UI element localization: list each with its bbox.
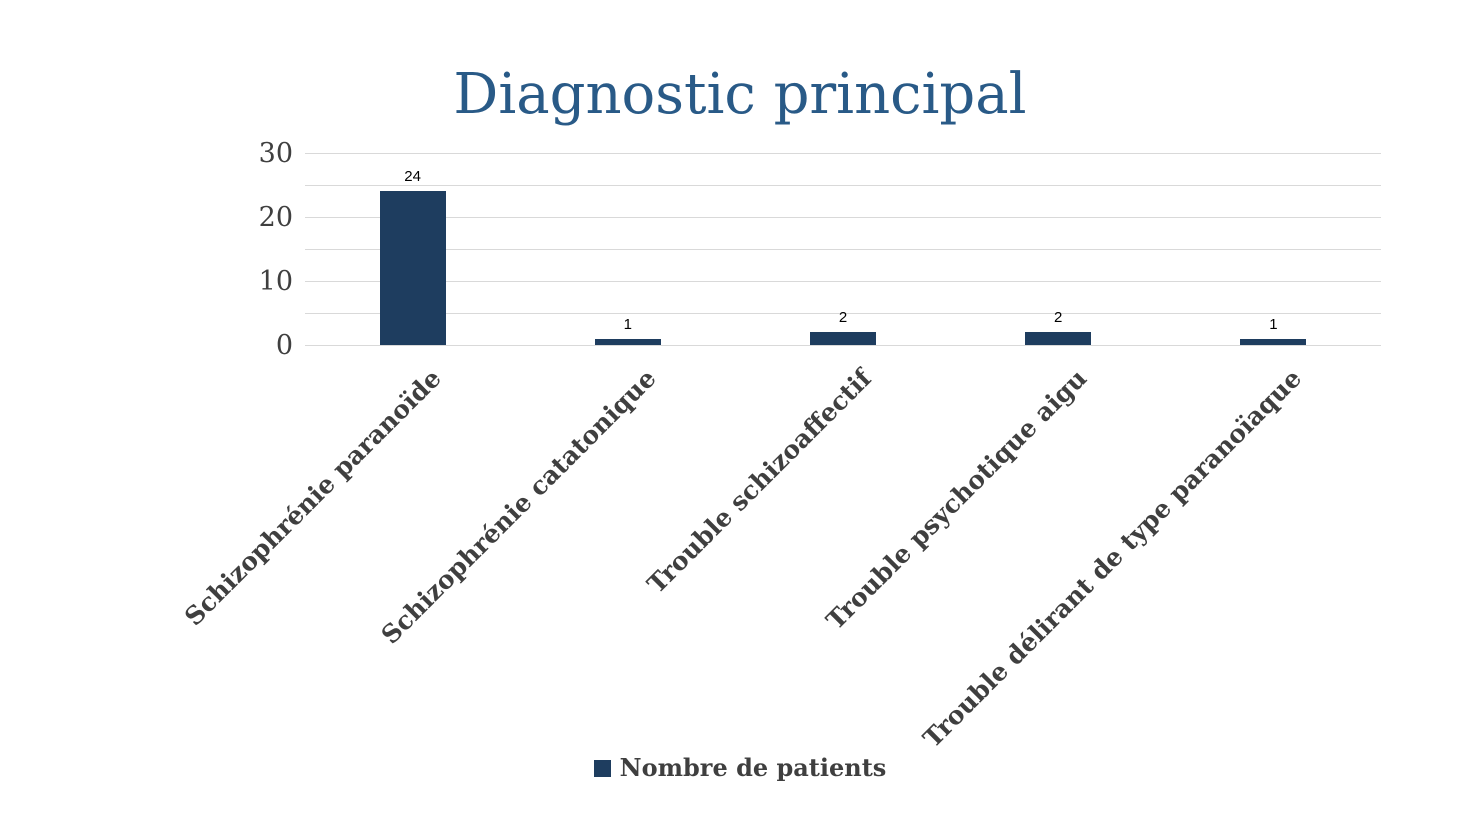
gridline — [305, 345, 1381, 346]
x-axis-category-label: Trouble délirant de type paranoïaque — [917, 363, 1308, 754]
bar — [1025, 332, 1092, 345]
legend-series-label: Nombre de patients — [619, 753, 887, 782]
gridline — [305, 185, 1381, 186]
y-axis-tick-label: 20 — [258, 202, 293, 233]
bar-value-label: 1 — [623, 315, 632, 333]
chart-title: Diagnostic principal — [453, 62, 1027, 127]
x-axis-category-label: Trouble psychotique aigu — [820, 363, 1093, 636]
gridline — [305, 281, 1381, 282]
bar — [810, 332, 876, 345]
x-axis-category-label: Schizophrénie paranoïde — [178, 363, 447, 632]
bar-value-label: 1 — [1269, 315, 1278, 333]
bar-value-label: 2 — [838, 309, 848, 327]
y-axis-tick-label: 30 — [258, 138, 293, 169]
bar-value-label: 24 — [404, 168, 421, 186]
legend: Nombre de patients — [0, 756, 1480, 780]
bar — [594, 338, 661, 345]
bar-value-label: 2 — [1054, 309, 1063, 327]
legend-marker-square — [593, 759, 611, 777]
bar — [379, 191, 446, 345]
gridline — [305, 249, 1381, 250]
gridline — [305, 153, 1381, 154]
gridline — [305, 217, 1381, 218]
gridline — [305, 313, 1381, 314]
x-axis-category-label: Trouble schizoaffectif — [641, 363, 878, 599]
y-axis-tick-label: 10 — [258, 266, 293, 297]
bar — [1240, 338, 1307, 345]
y-axis-tick-label: 0 — [275, 330, 293, 361]
